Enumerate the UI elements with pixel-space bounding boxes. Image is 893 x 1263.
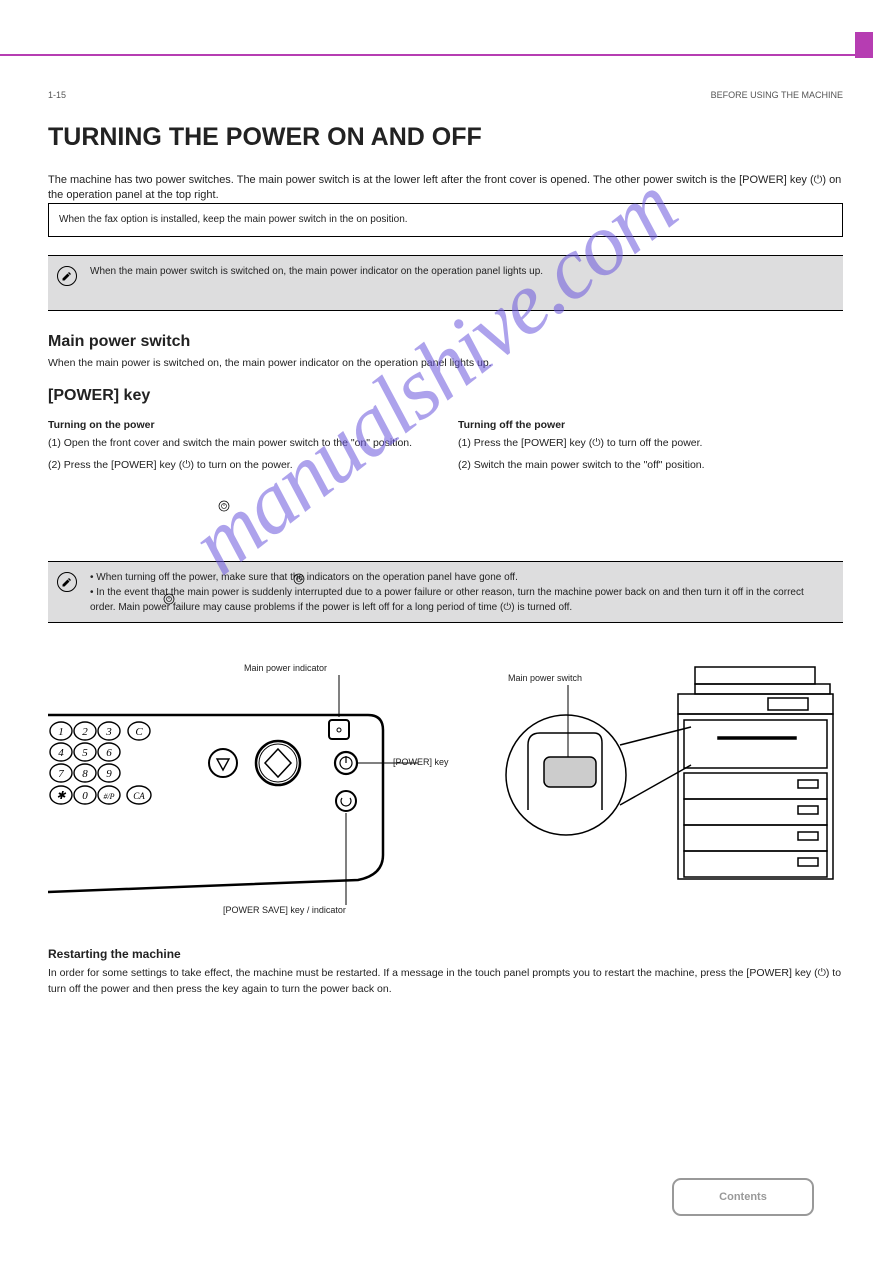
keypad-key: 1 <box>58 726 64 738</box>
page-number-small: 1-15 <box>48 90 66 100</box>
svg-text:2: 2 <box>82 726 88 738</box>
intro-text: The machine has two power switches. The … <box>48 173 843 204</box>
svg-text:9: 9 <box>106 768 112 780</box>
panel-diagram: 1 2 3 C 4 5 6 7 8 9 ✱ 0 #/P CA <box>48 645 448 915</box>
power-icon <box>163 590 175 608</box>
header-tab <box>855 32 873 58</box>
pencil-icon <box>57 572 77 592</box>
power-on-step-1: (1) Open the front cover and switch the … <box>48 435 418 451</box>
heading-power-on: Turning on the power <box>48 417 428 433</box>
restart-block: Restarting the machine In order for some… <box>48 947 843 998</box>
svg-text:7: 7 <box>58 768 64 780</box>
svg-text:5: 5 <box>82 747 88 759</box>
label-main-power-indicator: Main power indicator <box>244 663 327 673</box>
callout-text: When the fax option is installed, keep t… <box>49 204 842 235</box>
main-switch-text: When the main power is switched on, the … <box>48 355 843 371</box>
power-off-step-1: (1) Press the [POWER] key (⏻) to turn of… <box>458 435 838 451</box>
restart-body: In order for some settings to take effec… <box>48 965 843 998</box>
header-bar <box>0 32 893 58</box>
printer-diagram: Main power switch <box>498 645 858 905</box>
header-rule <box>0 54 855 56</box>
power-on-body: (1) Open the front cover and switch the … <box>48 435 418 474</box>
note-bar-2: • When turning off the power, make sure … <box>48 561 843 623</box>
note-2-text: • When turning off the power, make sure … <box>90 570 830 615</box>
power-off-body: (1) Press the [POWER] key (⏻) to turn of… <box>458 435 838 474</box>
power-off-step-2: (2) Switch the main power switch to the … <box>458 457 838 473</box>
heading-power-key: [POWER] key <box>48 387 150 405</box>
svg-text:✱: ✱ <box>56 790 66 802</box>
contents-label: Contents <box>719 1191 767 1203</box>
svg-text:8: 8 <box>82 768 88 780</box>
label-main-power-switch: Main power switch <box>508 673 582 683</box>
heading-power-off: Turning off the power <box>458 417 838 433</box>
callout-box: When the fax option is installed, keep t… <box>48 203 843 237</box>
label-power-save: [POWER SAVE] key / indicator <box>223 905 393 915</box>
svg-text:C: C <box>135 726 143 738</box>
svg-text:3: 3 <box>105 726 112 738</box>
power-icon <box>218 497 230 515</box>
power-icon <box>293 570 305 588</box>
note-2-line-1: • When turning off the power, make sure … <box>90 570 830 585</box>
svg-text:0: 0 <box>82 790 88 802</box>
svg-text:4: 4 <box>58 747 64 759</box>
note-2-line-2: • In the event that the main power is su… <box>90 585 830 615</box>
svg-text:6: 6 <box>106 747 112 759</box>
note-bar-1: When the main power switch is switched o… <box>48 255 843 311</box>
chapter-title: BEFORE USING THE MACHINE <box>711 90 843 100</box>
svg-text:CA: CA <box>133 791 145 801</box>
contents-button[interactable]: Contents <box>672 1178 814 1216</box>
note-1-text: When the main power switch is switched o… <box>90 264 830 279</box>
label-power-key: [POWER] key <box>393 757 453 767</box>
restart-title: Restarting the machine <box>48 947 843 961</box>
power-on-step-2: (2) Press the [POWER] key (⏻) to turn on… <box>48 457 293 473</box>
page-title: TURNING THE POWER ON AND OFF <box>48 123 482 152</box>
svg-text:#/P: #/P <box>103 792 114 801</box>
pencil-icon <box>57 266 77 286</box>
heading-main-switch: Main power switch <box>48 333 190 351</box>
